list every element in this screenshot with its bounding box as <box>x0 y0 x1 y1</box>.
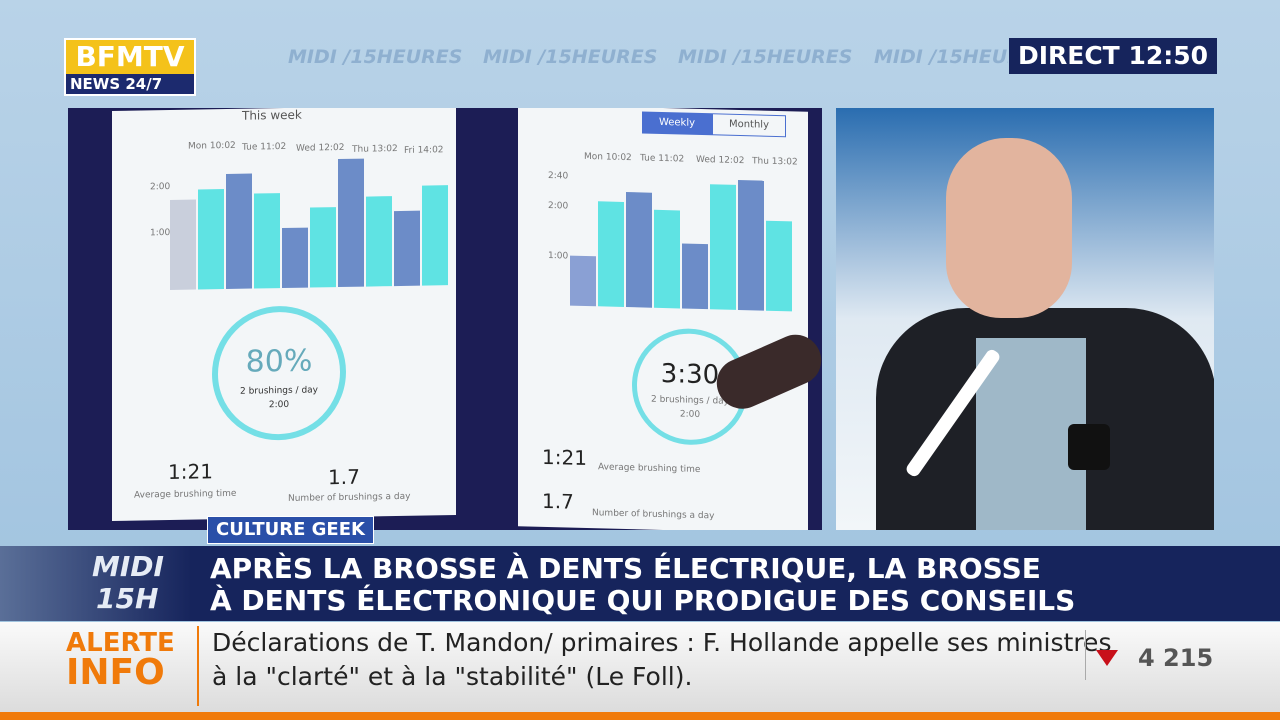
video-right <box>836 108 1214 530</box>
program-strip: MIDI /15HEURES <box>288 46 463 68</box>
bar <box>254 193 280 289</box>
divider <box>1085 630 1086 680</box>
bar <box>766 220 792 312</box>
goal-time: 2:00 <box>268 399 290 411</box>
bar <box>170 199 196 290</box>
tab[interactable]: Monthly <box>712 113 786 138</box>
headline-band: MIDI 15H APRÈS LA BROSSE À DENTS ÉLECTRI… <box>0 546 1280 621</box>
tablet-right: Weekly Monthly Mon 10:02 Tue 11:02 Wed 1… <box>518 108 822 530</box>
goal-time: 2:00 <box>679 409 701 420</box>
score-ring: 80% 2 brushings / day 2:00 <box>212 304 346 442</box>
logo: BFMTV NEWS 24/7 <box>64 38 196 96</box>
bar <box>682 243 708 310</box>
bar <box>598 201 624 307</box>
stat-label: Average brushing time <box>134 488 237 501</box>
alert-label: ALERTE <box>66 628 175 658</box>
finger <box>708 326 822 417</box>
head <box>946 138 1072 318</box>
program-strip: MIDI /15HEURES <box>678 46 853 68</box>
day: Tue 11:02 <box>640 153 685 165</box>
bar <box>338 158 364 288</box>
bar <box>654 209 680 309</box>
tablet-left: This week Mon 10:02 Tue 11:02 Wed 12:02 … <box>112 108 456 522</box>
tab[interactable]: Weekly <box>642 111 712 136</box>
day: Fri 14:02 <box>404 145 444 156</box>
program-strip: MIDI /15HEURES <box>483 46 658 68</box>
ticker-band: ALERTE INFO Déclarations de T. Mandon/ p… <box>0 622 1280 712</box>
bar-chart <box>170 155 448 290</box>
bar <box>626 192 652 308</box>
bar <box>570 255 596 307</box>
headline: À DENTS ÉLECTRONIQUE QUI PRODIGUE DES CO… <box>210 584 1076 617</box>
logo-sub: NEWS 24/7 <box>70 75 163 93</box>
axis-label: 2:40 <box>548 170 569 182</box>
stat-value: 1.7 <box>542 488 574 514</box>
tablet-title: This week <box>242 108 302 123</box>
show-name: MIDI <box>92 550 164 583</box>
day: Mon 10:02 <box>188 140 236 152</box>
day: Thu 13:02 <box>352 144 398 155</box>
index-value: 4 215 <box>1138 644 1214 672</box>
bar <box>226 173 252 290</box>
down-arrow <box>1096 650 1118 666</box>
stat-label: Average brushing time <box>598 462 701 475</box>
goal: 2 brushings / day <box>239 385 318 397</box>
bar <box>738 179 764 311</box>
stat-value: 1.7 <box>328 464 360 490</box>
bar <box>198 189 224 290</box>
stat-label: Number of brushings a day <box>592 508 715 522</box>
ticker-text: Déclarations de T. Mandon/ primaires : F… <box>212 628 1112 657</box>
show-name: 15H <box>96 582 159 615</box>
alert-label: INFO <box>66 652 165 693</box>
day: Mon 10:02 <box>584 151 632 164</box>
video-left: This week Mon 10:02 Tue 11:02 Wed 12:02 … <box>68 108 822 530</box>
bar <box>282 227 308 289</box>
bar <box>422 185 448 286</box>
bar <box>394 210 420 287</box>
bar <box>710 184 736 310</box>
bar <box>366 196 392 287</box>
bar <box>310 207 336 288</box>
axis-label: 2:00 <box>150 181 171 193</box>
day: Tue 11:02 <box>242 141 287 153</box>
day: Wed 12:02 <box>296 142 345 154</box>
phone <box>1068 424 1110 470</box>
axis-label: 1:00 <box>150 227 171 239</box>
live-badge: DIRECT 12:50 <box>1009 38 1217 74</box>
day: Wed 12:02 <box>696 154 745 167</box>
stat-label: Number of brushings a day <box>288 491 411 504</box>
stat-value: 1:21 <box>168 459 213 485</box>
score: 80% <box>245 343 313 380</box>
stat-value: 1:21 <box>542 444 587 471</box>
ticker-text: à la "clarté" et à la "stabilité" (Le Fo… <box>212 662 693 691</box>
program-strip: MIDI /15HEURES <box>874 46 1008 68</box>
axis-label: 2:00 <box>548 200 569 212</box>
tag: CULTURE GEEK <box>207 516 374 544</box>
axis-label: 1:00 <box>548 250 569 262</box>
divider <box>197 626 199 706</box>
headline: APRÈS LA BROSSE À DENTS ÉLECTRIQUE, LA B… <box>210 552 1041 585</box>
bar-chart <box>570 176 800 312</box>
shirt <box>976 338 1086 530</box>
logo-text: BFMTV <box>66 40 194 74</box>
day: Thu 13:02 <box>752 156 798 168</box>
bottom-strip <box>0 712 1280 720</box>
